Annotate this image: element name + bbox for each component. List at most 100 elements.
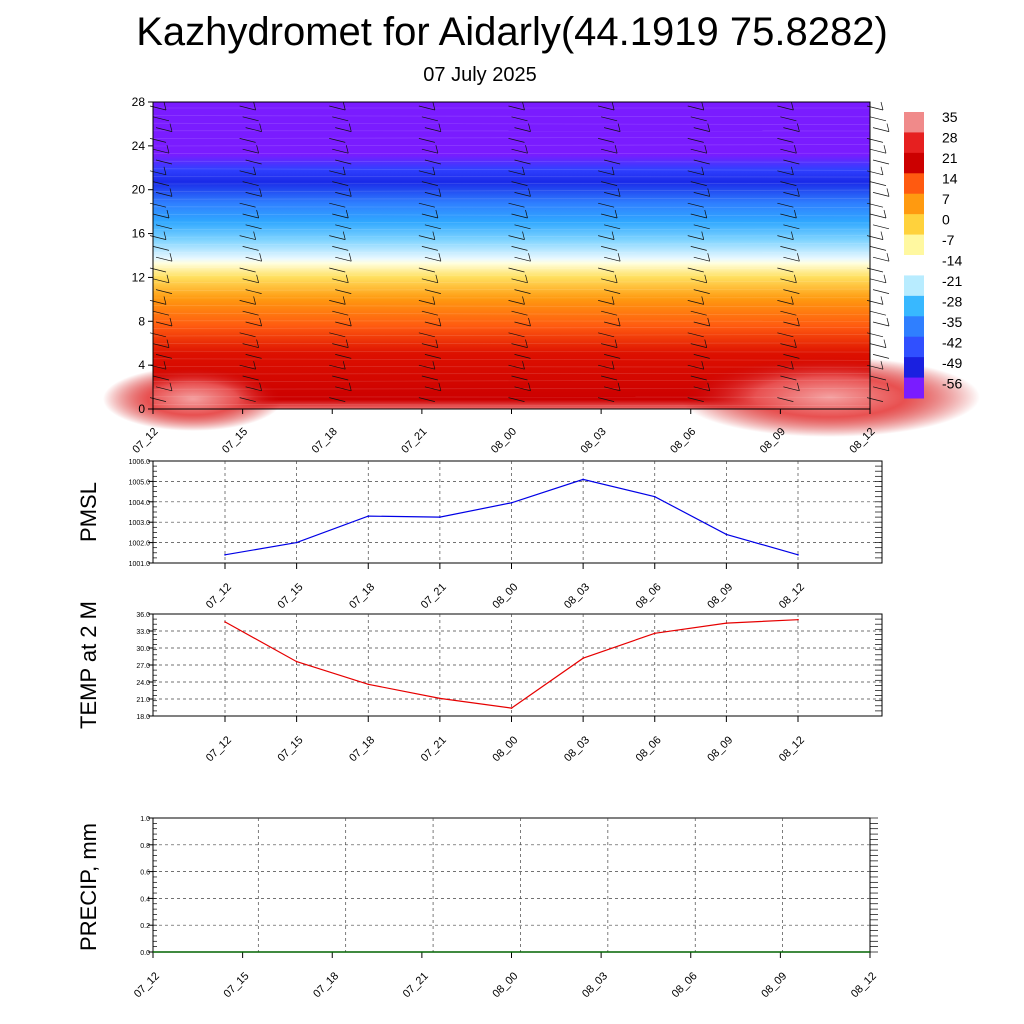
wind-barb-flag (166, 274, 170, 283)
wind-barb (780, 148, 797, 154)
x-tick-label: 08_12 (777, 734, 807, 764)
wind-barb (332, 181, 349, 186)
wind-barb (687, 105, 704, 111)
wind-barb-flag (256, 339, 259, 348)
wind-barb-flag (348, 188, 352, 197)
x-tick-label: 07_18 (347, 734, 377, 764)
wind-barb (242, 278, 259, 284)
wind-barb-flag (701, 101, 705, 111)
wind-barb-column (239, 101, 262, 402)
wind-barb-flag (701, 231, 705, 240)
y-tick-label: 20 (132, 183, 146, 197)
wind-barb-flag (166, 145, 170, 154)
y-tick-label: 0.4 (140, 896, 150, 903)
wind-barb (421, 116, 438, 122)
wind-barb (604, 321, 621, 327)
data-point (725, 533, 728, 536)
wind-barb-flag (435, 145, 439, 154)
wind-barb (511, 246, 528, 251)
y-tick-label: 30.0 (136, 646, 150, 653)
wind-barb (687, 397, 704, 402)
wind-barb-flag (163, 361, 167, 370)
x-tick-label: 07_21 (401, 970, 431, 1000)
wind-barb-flag (797, 253, 800, 262)
x-tick-label: 07_12 (204, 734, 234, 764)
wind-barb (872, 127, 890, 132)
temp-panel: 18.0 21.0 24.0 27.0 30.0 33.0 36.0 07_12 07_15 07… (76, 601, 883, 764)
data-point (295, 660, 298, 663)
wind-barb (418, 364, 435, 370)
wind-barb (777, 332, 794, 338)
wind-barb (332, 375, 349, 381)
wind-barb (872, 256, 890, 262)
wind-barb (424, 386, 441, 392)
wind-barb (783, 127, 800, 132)
wind-barb (780, 116, 797, 122)
contour-line (152, 305, 871, 308)
wind-barb (329, 235, 346, 240)
x-tick-label: 07_21 (419, 581, 449, 611)
wind-barb (511, 310, 528, 316)
wind-barb (687, 364, 704, 370)
wind-barb (783, 224, 800, 230)
wind-barb (783, 354, 800, 359)
y-axis-label: TEMP at 2 M (76, 601, 101, 729)
wind-barb (514, 289, 531, 294)
wind-barb (155, 224, 173, 230)
wind-barb (335, 159, 352, 165)
wind-barb-flag (707, 188, 711, 197)
wind-barb-flag (880, 296, 884, 305)
y-tick-label: 0.2 (140, 923, 150, 930)
wind-barb-flag (617, 123, 621, 132)
colorbar-swatch (904, 112, 924, 133)
wind-barb (335, 192, 352, 197)
wind-barb (598, 202, 615, 208)
wind-barb-flag (883, 209, 887, 219)
colorbar-swatch (904, 295, 924, 317)
wind-barb-flag (886, 188, 890, 197)
y-tick-label: 1.0 (140, 816, 150, 823)
wind-barb (508, 267, 525, 273)
y-tick-label: 8 (138, 314, 145, 328)
wind-barb (421, 246, 438, 251)
wind-barb-flag (348, 382, 352, 391)
colorbar-swatch (904, 275, 924, 297)
wind-barb (511, 343, 528, 348)
y-tick-label: 0 (138, 402, 145, 416)
wind-barb (869, 278, 887, 284)
y-tick-label: 4 (138, 358, 145, 372)
wind-barb (424, 159, 441, 165)
wind-barb (869, 116, 887, 122)
colorbar-label: -42 (942, 335, 962, 351)
wind-barb (335, 354, 352, 359)
wind-barb (152, 148, 170, 154)
wind-barb (693, 386, 710, 392)
wind-barb-flag (169, 188, 173, 197)
colorbar-label: -7 (942, 232, 955, 248)
wind-barb-flag (707, 253, 711, 262)
wind-barb (332, 246, 349, 251)
wind-barb-flag (611, 361, 615, 370)
wind-barb (245, 289, 262, 294)
data-point (510, 502, 513, 504)
wind-barb-flag (611, 166, 615, 175)
wind-barb-flag (617, 317, 621, 327)
wind-barb-column (598, 101, 621, 402)
contour-line (152, 387, 871, 390)
contour-line (152, 136, 871, 139)
wind-barb-flag (342, 361, 346, 370)
page-title: Kazhydromet for Aidarly(44.1919 75.8282) (136, 10, 888, 54)
wind-barb (421, 278, 438, 284)
wind-barb (872, 224, 890, 230)
wind-barb-flag (707, 382, 711, 391)
y-tick-label: 24.0 (136, 680, 150, 687)
wind-barb (152, 213, 170, 219)
wind-barb (514, 321, 531, 327)
contour-line (152, 243, 871, 246)
wind-barb (424, 224, 441, 230)
wind-barb-flag (797, 123, 800, 132)
colorbar-swatch (904, 377, 924, 399)
wind-barb (869, 181, 887, 186)
wind-barb (598, 397, 615, 402)
wind-barb (598, 138, 615, 143)
